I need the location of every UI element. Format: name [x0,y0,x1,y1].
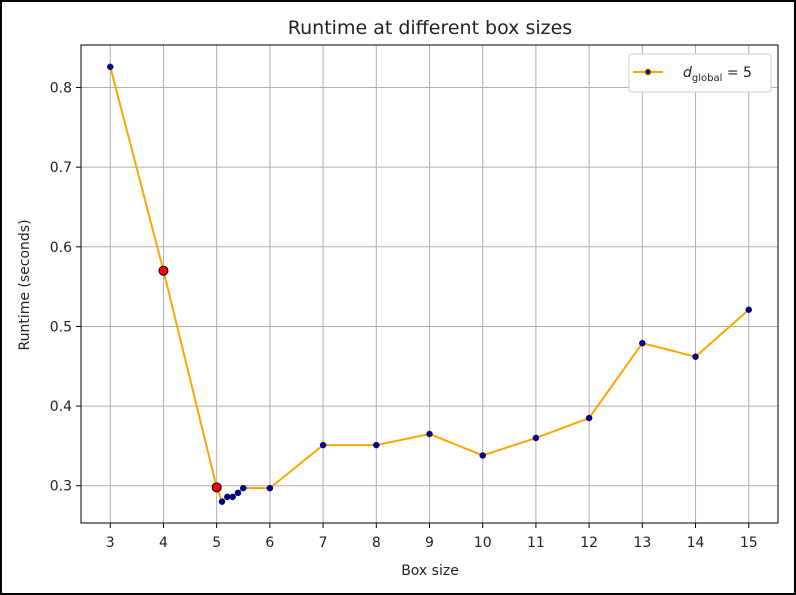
data-point [240,484,247,492]
y-axis-label: Runtime (seconds) [17,219,33,350]
legend-marker-swatch [644,68,652,76]
data-point [745,306,752,313]
y-tick-label: 0.7 [50,160,72,176]
data-point [479,452,486,459]
data-point [266,484,274,492]
data-point [532,434,540,442]
legend-subscript: global [692,73,723,84]
x-tick-label: 8 [372,535,381,551]
x-tick-label: 4 [159,535,168,551]
data-point [585,414,593,422]
data-point [234,489,242,497]
x-tick-label: 9 [425,535,434,551]
x-tick-label: 6 [265,535,274,551]
data-point [426,430,433,438]
legend-box [628,53,772,93]
legend-entry-label: dglobal = 5 [683,65,752,84]
y-tick-label: 0.6 [50,240,72,256]
x-tick-label: 12 [580,535,598,551]
highlighted-point [211,482,222,493]
data-point [229,493,236,501]
chart-title: Runtime at different box sizes [288,17,572,39]
data-point [373,441,380,449]
x-tick-label: 3 [106,535,115,551]
series-layer [107,63,752,505]
data-point [639,339,646,347]
x-axis-ticks: 3 4 5 6 7 8 9 10 11 12 13 14 15 [106,523,758,551]
grid-lines [81,45,778,523]
data-point [218,498,226,505]
x-axis-label: Box size [401,563,459,579]
data-point [107,63,114,71]
x-tick-label: 15 [740,535,758,551]
x-tick-label: 10 [474,535,492,551]
x-tick-label: 5 [212,535,221,551]
x-tick-label: 14 [687,535,705,551]
legend-symbol: d [683,65,692,81]
x-tick-label: 13 [633,535,651,551]
x-tick-label: 7 [319,535,328,551]
x-tick-label: 11 [527,535,545,551]
legend: dglobal = 5 [628,53,772,93]
highlighted-point [158,265,169,276]
data-point [319,441,327,449]
y-tick-label: 0.8 [50,81,72,97]
y-tick-label: 0.5 [50,319,72,335]
legend-suffix: = 5 [722,65,752,81]
y-tick-label: 0.3 [50,479,72,495]
y-tick-label: 0.4 [50,399,72,415]
data-point [692,353,699,360]
y-axis-ticks: 0.3 0.4 0.5 0.6 0.7 0.8 [50,81,81,495]
